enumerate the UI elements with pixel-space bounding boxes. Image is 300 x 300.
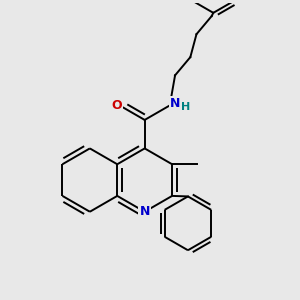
Text: N: N (140, 205, 150, 218)
Text: O: O (111, 99, 122, 112)
Text: H: H (181, 102, 190, 112)
Text: N: N (170, 97, 180, 110)
